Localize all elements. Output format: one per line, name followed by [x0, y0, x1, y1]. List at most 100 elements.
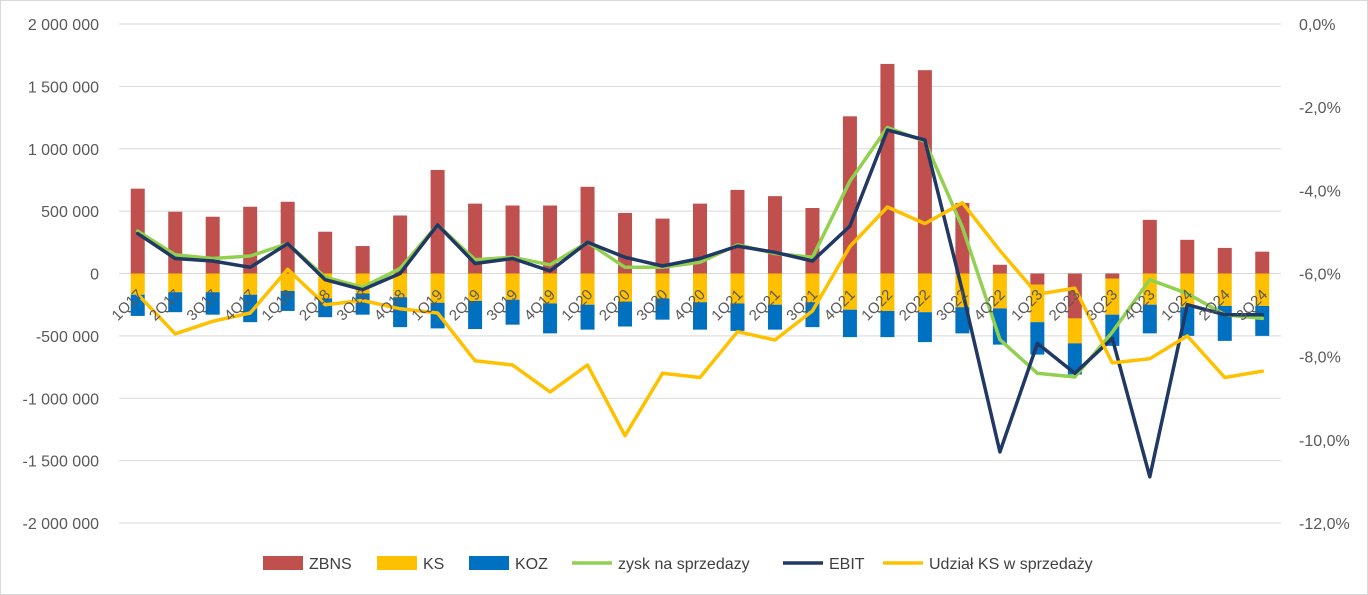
bar-zbns — [1067, 273, 1082, 319]
y-right-tick-label: -4,0% — [1299, 183, 1341, 200]
bar-ks — [1105, 278, 1120, 315]
bar-ks — [580, 273, 595, 305]
line-zysk-na-sprzedazy — [135, 125, 1265, 379]
bar-ks — [1180, 273, 1195, 308]
bar-zbns — [543, 205, 558, 274]
bar-ks — [618, 273, 633, 302]
bar-zbns — [1217, 247, 1232, 274]
bar-koz — [730, 303, 745, 331]
legend-label: Udział KS w sprzedaży — [929, 556, 1093, 573]
bar-koz — [468, 300, 483, 330]
y-left-tick-label: 1 500 000 — [28, 79, 99, 96]
bar-ks — [430, 273, 445, 303]
y-left-tick-label: -2 000 000 — [22, 516, 99, 533]
bar-koz — [917, 312, 932, 343]
bar-ks — [130, 273, 145, 295]
legend-swatch — [469, 556, 509, 570]
bar-zbns — [880, 63, 895, 274]
bar-ks — [917, 273, 932, 313]
y-left-tick-label: 1 000 000 — [28, 142, 99, 159]
legend-label: KOZ — [515, 556, 548, 573]
y-right-tick-label: -8,0% — [1299, 350, 1341, 367]
y-right-tick-label: -10,0% — [1299, 433, 1350, 450]
y-right-tick-label: -2,0% — [1299, 100, 1341, 117]
y-left-tick-label: 2 000 000 — [28, 17, 99, 34]
legend-label: ZBNS — [309, 556, 352, 573]
bar-zbns — [767, 196, 782, 274]
bar-koz — [842, 309, 857, 338]
y-left-tick-label: -500 000 — [36, 329, 99, 346]
y-axis-right: -12,0% -10,0% -8,0% -6,0% -4,0% -2,0% 0,0% — [1299, 17, 1350, 533]
bar-zbns — [842, 116, 857, 274]
legend-swatch — [377, 556, 417, 570]
bar-ks — [168, 273, 183, 293]
y-left-tick-label: 0 — [90, 267, 99, 284]
bar-ks — [1255, 273, 1270, 306]
y-left-tick-label: 500 000 — [41, 204, 99, 221]
y-axis-left: -2 000 000 -1 500 000 -1 000 000 -500 000 0 5… — [22, 17, 99, 533]
bar-ks — [205, 273, 220, 293]
bar-zbns — [205, 216, 220, 274]
legend-label: KS — [423, 556, 444, 573]
bar-koz — [543, 303, 558, 334]
bar-koz — [1067, 343, 1082, 375]
bar-zbns — [917, 70, 932, 274]
bar-ks — [880, 273, 895, 311]
bar-koz — [168, 292, 183, 313]
legend: ZBNS KS KOZ zysk na sprzedazy EBIT Udział KS … — [263, 556, 1093, 573]
bar-ks — [393, 273, 408, 298]
bar-koz — [1142, 304, 1157, 334]
bar-zbns — [1030, 273, 1045, 285]
bar-koz — [393, 297, 408, 328]
bar-koz — [655, 298, 670, 320]
x-axis-ticks: 1Q17 2Q17 3Q17 4Q17 1Q18 2Q18 3Q18 4Q18 1Q19 2Q19… — [109, 286, 1271, 324]
bar-zbns — [580, 186, 595, 274]
bar-zbns — [393, 215, 408, 274]
bar-ks — [243, 273, 258, 295]
lines — [135, 125, 1265, 479]
y-left-tick-label: -1 500 000 — [22, 454, 99, 471]
bar-ks — [543, 273, 558, 304]
y-right-tick-label: -12,0% — [1299, 516, 1350, 533]
legend-label: zysk na sprzedazy — [618, 556, 750, 573]
bar-koz — [955, 307, 970, 334]
bar-zbns — [1105, 273, 1120, 279]
bar-koz — [767, 304, 782, 330]
bar-zbns — [730, 189, 745, 274]
line-ebit — [135, 128, 1265, 479]
bar-ks — [655, 273, 670, 299]
bar-ks — [693, 273, 707, 303]
bar-zbns — [505, 205, 520, 274]
bar-zbns — [1255, 251, 1270, 274]
bar-koz — [1030, 322, 1045, 355]
bar-koz — [618, 301, 633, 327]
y-right-tick-label: 0,0% — [1299, 17, 1335, 34]
bar-zbns — [655, 218, 670, 274]
bar-koz — [205, 292, 220, 315]
bar-ks — [730, 273, 745, 304]
bar-zbns — [168, 211, 183, 274]
bar-ks — [767, 273, 782, 305]
legend-swatch — [263, 556, 303, 570]
bar-zbns — [1142, 219, 1157, 274]
bar-zbns — [355, 246, 370, 274]
bar-koz — [580, 304, 595, 330]
bar-koz — [505, 299, 520, 325]
y-right-tick-label: -6,0% — [1299, 267, 1341, 284]
bar-ks — [992, 273, 1007, 309]
legend-label: EBIT — [829, 556, 865, 573]
bar-zbns — [992, 264, 1007, 274]
bar-koz — [280, 290, 295, 311]
bar-zbns — [805, 208, 820, 274]
bar-ks — [505, 273, 520, 300]
bars — [130, 63, 1270, 375]
bar-zbns — [1180, 239, 1195, 274]
bar-koz — [355, 293, 370, 315]
bar-koz — [880, 310, 895, 338]
bar-koz — [693, 302, 707, 330]
y-left-tick-label: -1 000 000 — [22, 391, 99, 408]
bar-ks — [842, 273, 857, 310]
bar-ks — [468, 273, 483, 301]
